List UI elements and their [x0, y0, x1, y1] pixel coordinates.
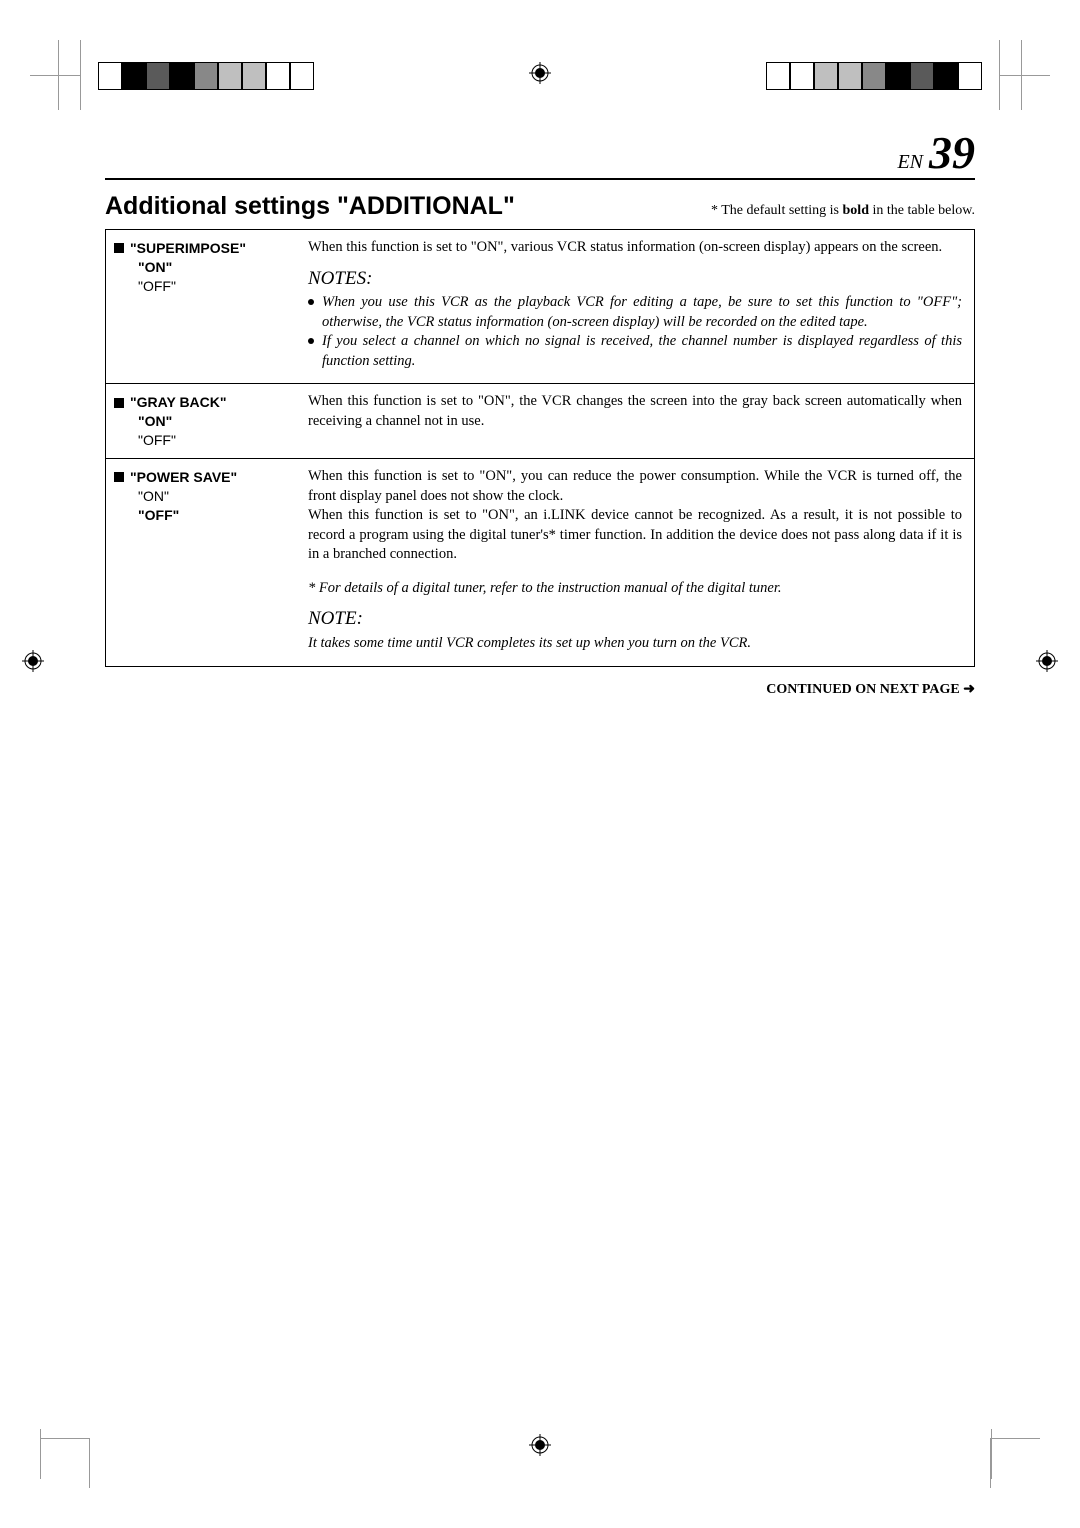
setting-name: "POWER SAVE" — [130, 469, 237, 485]
setting-body: When this function is set to "ON", vario… — [308, 238, 962, 258]
crop-mark — [990, 1438, 1040, 1488]
note-item: When you use this VCR as the playback VC… — [308, 293, 962, 332]
table-row: "SUPERIMPOSE" "ON" "OFF" When this funct… — [106, 230, 974, 384]
arrow-right-icon: ➜ — [963, 682, 975, 697]
crop-mark — [80, 40, 81, 110]
print-color-bar-right — [766, 62, 982, 90]
setting-name-cell: "GRAY BACK" "ON" "OFF" — [106, 384, 304, 458]
note-item: It takes some time until VCR completes i… — [308, 634, 962, 654]
note-suffix: in the table below. — [869, 203, 975, 218]
note-header: NOTE: — [308, 606, 962, 632]
crop-mark — [30, 75, 80, 76]
table-row: "GRAY BACK" "ON" "OFF" When this functio… — [106, 384, 974, 459]
note-prefix: * The default setting is — [711, 203, 843, 218]
setting-option: "OFF" — [138, 431, 294, 450]
bullet-square-icon — [114, 398, 124, 408]
setting-name-cell: "POWER SAVE" "ON" "OFF" — [106, 459, 304, 666]
crop-mark — [40, 1438, 90, 1488]
table-row: "POWER SAVE" "ON" "OFF" When this functi… — [106, 459, 974, 666]
setting-name: "SUPERIMPOSE" — [130, 240, 246, 256]
registration-mark-icon — [529, 62, 551, 84]
en-label: EN — [897, 151, 923, 174]
bullet-square-icon — [114, 472, 124, 482]
setting-option: "OFF" — [138, 506, 294, 525]
registration-mark-icon — [22, 650, 44, 672]
notes-header: NOTES: — [308, 266, 962, 292]
page-content: EN 39 Additional settings "ADDITIONAL" *… — [105, 130, 975, 698]
continued-text: CONTINUED ON NEXT PAGE — [766, 682, 960, 697]
setting-option: "ON" — [138, 412, 294, 431]
setting-option: "ON" — [138, 487, 294, 506]
section-heading-row: Additional settings "ADDITIONAL" * The d… — [105, 192, 975, 221]
setting-option: "OFF" — [138, 277, 294, 296]
setting-description-cell: When this function is set to "ON", vario… — [304, 230, 974, 383]
continued-label: CONTINUED ON NEXT PAGE ➜ — [105, 681, 975, 698]
setting-body: When this function is set to "ON", the V… — [308, 392, 962, 431]
registration-mark-icon — [529, 1434, 551, 1456]
setting-name: "GRAY BACK" — [130, 394, 227, 410]
setting-body: When this function is set to "ON", you c… — [308, 467, 962, 565]
default-setting-note: * The default setting is bold in the tab… — [711, 203, 975, 219]
setting-description-cell: When this function is set to "ON", you c… — [304, 459, 974, 666]
print-color-bar-left — [98, 62, 314, 90]
setting-name-cell: "SUPERIMPOSE" "ON" "OFF" — [106, 230, 304, 383]
notes-list: When you use this VCR as the playback VC… — [308, 293, 962, 371]
setting-description-cell: When this function is set to "ON", the V… — [304, 384, 974, 458]
crop-mark — [1000, 75, 1050, 76]
bullet-square-icon — [114, 243, 124, 253]
note-bold: bold — [843, 203, 869, 218]
note-item: If you select a channel on which no sign… — [308, 332, 962, 371]
settings-table: "SUPERIMPOSE" "ON" "OFF" When this funct… — [105, 229, 975, 667]
footnote: * For details of a digital tuner, refer … — [308, 579, 962, 599]
page-number: 39 — [929, 130, 975, 176]
setting-option: "ON" — [138, 258, 294, 277]
registration-mark-icon — [1036, 650, 1058, 672]
section-title: Additional settings "ADDITIONAL" — [105, 192, 515, 221]
page-header: EN 39 — [105, 130, 975, 180]
